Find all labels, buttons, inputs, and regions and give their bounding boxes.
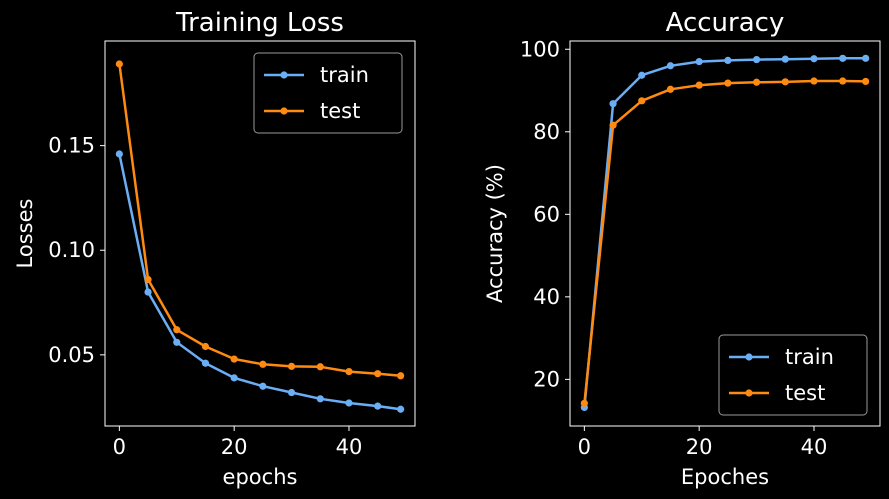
legend-label-test: test [785, 381, 825, 405]
x-tick-label: 0 [113, 435, 126, 459]
axes-frame [569, 40, 881, 427]
data-point-test [810, 77, 818, 85]
data-point-train [287, 388, 296, 397]
y-tick-label: 0.10 [48, 238, 95, 262]
legend-marker-test [280, 107, 288, 115]
data-point-train [839, 54, 847, 62]
data-point-test [862, 77, 870, 86]
x-axis-label: Epoches [681, 465, 769, 489]
y-tick-label: 0.15 [48, 134, 95, 158]
chart-title: Accuracy [666, 8, 785, 38]
data-point-train [810, 55, 818, 63]
data-point-test [259, 360, 267, 368]
data-point-train [638, 71, 646, 79]
y-tick-label: 20 [533, 367, 560, 391]
data-point-train [115, 150, 123, 158]
legend: train test [253, 52, 403, 134]
data-point-train [144, 288, 152, 296]
x-tick-label: 20 [221, 435, 248, 459]
legend-marker-test [745, 389, 753, 397]
data-point-train [666, 62, 675, 70]
axes-frame [104, 40, 416, 427]
data-point-test [374, 370, 382, 378]
data-point-test [666, 85, 675, 93]
data-point-train [724, 56, 732, 64]
legend-label-train: train [320, 63, 369, 87]
data-point-test [230, 355, 238, 363]
data-point-train [345, 399, 353, 407]
data-point-test [752, 78, 761, 86]
x-tick-label: 20 [686, 435, 713, 459]
y-tick-label: 0.05 [48, 343, 95, 367]
legend-marker-train [280, 71, 288, 79]
legend: train test [718, 334, 868, 416]
data-point-train [259, 382, 267, 390]
data-point-train [201, 359, 210, 367]
x-tick-label: 0 [578, 435, 591, 459]
data-point-test [316, 363, 324, 371]
data-point-train [752, 55, 761, 64]
data-point-test [839, 77, 847, 85]
legend-label-train: train [785, 345, 834, 369]
data-point-test [144, 275, 152, 284]
data-point-train [781, 55, 789, 63]
data-point-train [862, 54, 870, 62]
legend-marker-train [745, 353, 753, 361]
data-point-train [609, 100, 617, 108]
data-point-train [316, 395, 324, 403]
data-point-test [115, 60, 123, 68]
data-point-test [287, 362, 296, 370]
y-tick-label: 80 [533, 120, 560, 144]
data-point-test [781, 78, 789, 86]
y-axis-label: Losses [13, 199, 37, 269]
loss-chart: Training Loss 0 20 40 0.05 0.10 0.15 epochs Loss… [13, 8, 416, 489]
data-point-test [345, 367, 353, 376]
legend-box [253, 52, 403, 134]
data-point-test [724, 79, 732, 87]
y-tick-label: 100 [520, 37, 560, 61]
data-point-test [397, 372, 405, 380]
x-tick-label: 40 [801, 435, 828, 459]
data-point-train [230, 374, 238, 382]
accuracy-chart: Accuracy 0 20 40 20 40 60 80 100 Epoches Accuracy … [483, 8, 881, 489]
data-point-test [695, 81, 703, 89]
chart-title: Training Loss [175, 8, 344, 38]
data-point-train [374, 402, 382, 410]
data-point-train [695, 58, 703, 66]
legend-label-test: test [320, 99, 360, 123]
legend-box [718, 334, 868, 416]
y-axis-label: Accuracy (%) [483, 164, 507, 303]
x-axis-label: epochs [223, 465, 298, 489]
data-point-test [173, 326, 181, 334]
data-point-test [609, 121, 617, 129]
y-tick-label: 40 [533, 285, 560, 309]
data-point-test [201, 342, 210, 351]
y-tick-label: 60 [533, 202, 560, 226]
data-point-train [397, 405, 405, 413]
data-point-test [638, 97, 646, 105]
data-point-test [580, 399, 588, 407]
x-tick-label: 40 [336, 435, 363, 459]
data-point-train [173, 338, 181, 346]
